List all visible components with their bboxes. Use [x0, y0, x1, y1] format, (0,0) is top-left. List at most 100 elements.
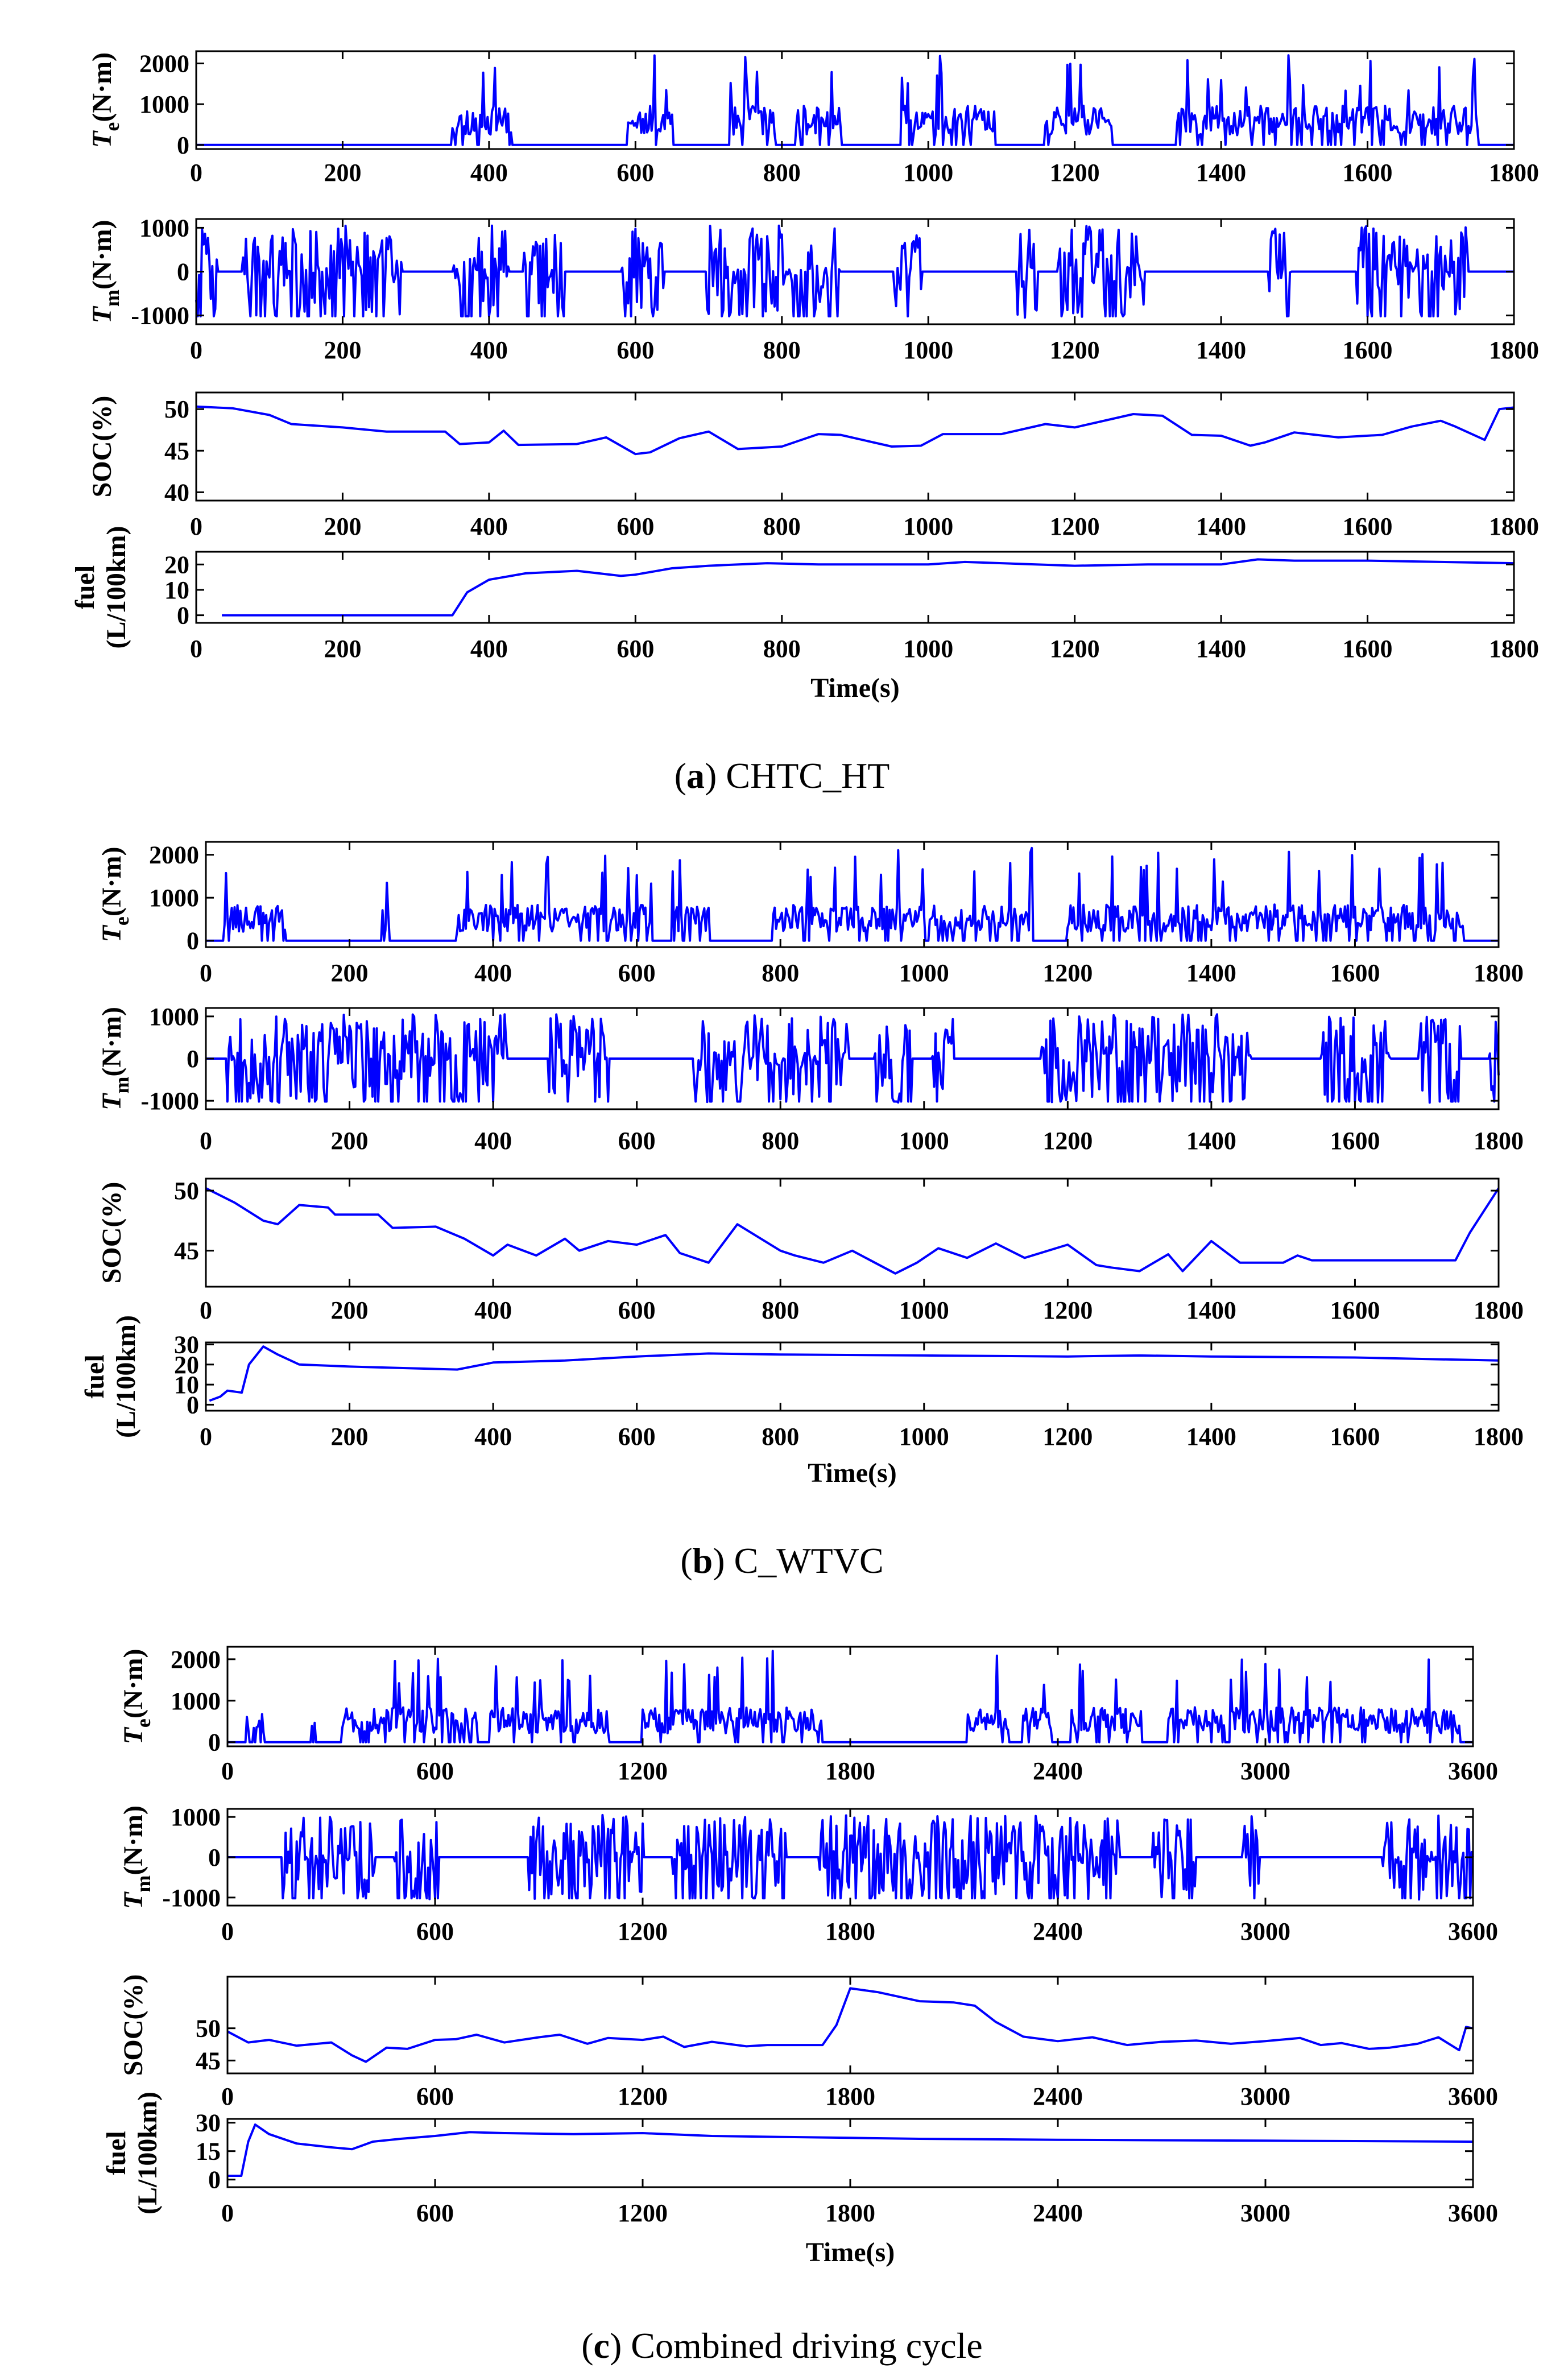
y-tick-label: 0: [208, 1844, 221, 1871]
y-tick-label: 0: [177, 258, 189, 286]
x-tick-label: 2400: [1033, 1918, 1083, 1945]
x-tick-label: 1200: [1050, 635, 1100, 663]
subplot-Te: 0 1000 2000 0 600 1200 1800 2400 3000 3600 Te(N·m): [118, 1646, 1498, 1785]
axes-frame: [195, 391, 1515, 502]
y-tick-label: 1000: [139, 214, 189, 242]
x-tick-label: 3000: [1240, 1918, 1290, 1945]
x-tick-label: 3600: [1448, 1918, 1498, 1945]
y-tick-label: 30: [174, 1331, 199, 1359]
x-tick-label: 200: [331, 1127, 369, 1155]
x-tick-label: 800: [763, 336, 801, 364]
x-tick-label: 600: [416, 2082, 454, 2110]
y-axis-label: fuel: [70, 565, 100, 609]
y-tick-label: 15: [196, 2138, 221, 2166]
figure-caption: (a) CHTC_HT: [675, 755, 890, 796]
x-tick-label: 200: [324, 513, 361, 540]
x-tick-label: 2400: [1033, 2199, 1083, 2227]
y-tick-label: 1000: [171, 1803, 221, 1831]
x-tick-label: 600: [618, 1127, 656, 1155]
y-tick-label: 0: [187, 927, 199, 955]
x-tick-label: 800: [762, 1296, 799, 1324]
y-axis-label: fuel: [80, 1354, 110, 1398]
x-tick-label: 1400: [1196, 159, 1246, 187]
x-tick-label: 1800: [1474, 1127, 1524, 1155]
y-tick-label: 0: [187, 1045, 199, 1073]
y-tick-label: 45: [164, 437, 189, 465]
x-tick-label: 600: [416, 1757, 454, 1785]
x-tick-label: 0: [221, 1918, 234, 1945]
x-axis-label: Time(s): [810, 673, 899, 703]
x-tick-label: 0: [200, 959, 212, 987]
x-tick-label: 1200: [618, 1918, 668, 1945]
x-tick-label: 1800: [825, 2199, 875, 2227]
series-line-Tm: [227, 1813, 1474, 1901]
x-tick-label: 1800: [1489, 336, 1539, 364]
x-tick-label: 0: [190, 159, 202, 187]
x-tick-label: 1200: [1042, 959, 1093, 987]
x-tick-label: 600: [617, 635, 654, 663]
axes-frame: [226, 2118, 1474, 2188]
x-tick-label: 0: [190, 513, 202, 540]
x-tick-label: 1800: [1489, 159, 1539, 187]
x-tick-label: 1200: [618, 2082, 668, 2110]
figure-caption: (c) Combined driving cycle: [581, 2325, 983, 2366]
x-tick-label: 600: [617, 159, 654, 187]
y-axis-label: Te(N·m): [118, 1649, 155, 1745]
axes-frame: [205, 1177, 1500, 1288]
y-tick-label: 0: [177, 131, 189, 159]
x-tick-label: 200: [331, 1423, 369, 1451]
x-tick-label: 800: [762, 959, 799, 987]
y-tick-label: 0: [187, 1391, 199, 1419]
y-axis-label: Tm(N·m): [87, 220, 123, 324]
x-tick-label: 1600: [1343, 336, 1393, 364]
x-tick-label: 1400: [1196, 513, 1246, 540]
x-tick-label: 1200: [618, 1757, 668, 1785]
x-tick-label: 600: [416, 1918, 454, 1945]
x-tick-label: 1000: [899, 959, 949, 987]
series-line-Te: [227, 1650, 1473, 1743]
x-tick-label: 800: [762, 1127, 799, 1155]
x-tick-label: 200: [331, 1296, 369, 1324]
y-tick-label: 2000: [171, 1646, 221, 1674]
x-tick-label: 1800: [1474, 959, 1524, 987]
axes-frame: [195, 50, 1515, 150]
x-tick-label: 1800: [1489, 635, 1539, 663]
x-tick-label: 1200: [1042, 1423, 1093, 1451]
x-tick-label: 400: [474, 959, 512, 987]
x-tick-label: 1600: [1330, 1296, 1380, 1324]
x-tick-label: 1000: [899, 1296, 949, 1324]
y-axis-label: Tm(N·m): [97, 1007, 133, 1110]
x-tick-label: 600: [618, 959, 656, 987]
x-tick-label: 800: [762, 1423, 799, 1451]
axes-frame: [205, 841, 1500, 948]
y-tick-label: 10: [164, 576, 189, 604]
y-tick-label: 2000: [139, 50, 189, 78]
x-tick-label: 400: [470, 635, 508, 663]
x-tick-label: 1800: [1489, 513, 1539, 540]
y-tick-label: -1000: [140, 1087, 199, 1115]
y-tick-label: 40: [164, 478, 189, 506]
x-tick-label: 600: [618, 1423, 656, 1451]
x-tick-label: 800: [763, 513, 801, 540]
x-axis-label: Time(s): [808, 1458, 896, 1488]
x-tick-label: 1800: [1474, 1296, 1524, 1324]
x-tick-label: 1000: [899, 1423, 949, 1451]
x-tick-label: 1400: [1196, 635, 1246, 663]
y-axis-label: SOC(%): [97, 1182, 127, 1284]
x-tick-label: 0: [190, 336, 202, 364]
x-tick-label: 200: [324, 635, 361, 663]
y-tick-label: 20: [164, 551, 189, 579]
x-tick-label: 3600: [1448, 2082, 1498, 2110]
x-tick-label: 400: [470, 159, 508, 187]
x-tick-label: 3600: [1448, 2199, 1498, 2227]
series-line-Te: [196, 54, 1514, 146]
x-tick-label: 0: [221, 1757, 234, 1785]
subplot-SOC: 40 45 50 0 200 400 600 800 1000 1200 1400 1600 1800 S…: [87, 391, 1539, 540]
y-axis-label: fuel: [101, 2131, 131, 2175]
x-tick-label: 800: [763, 635, 801, 663]
